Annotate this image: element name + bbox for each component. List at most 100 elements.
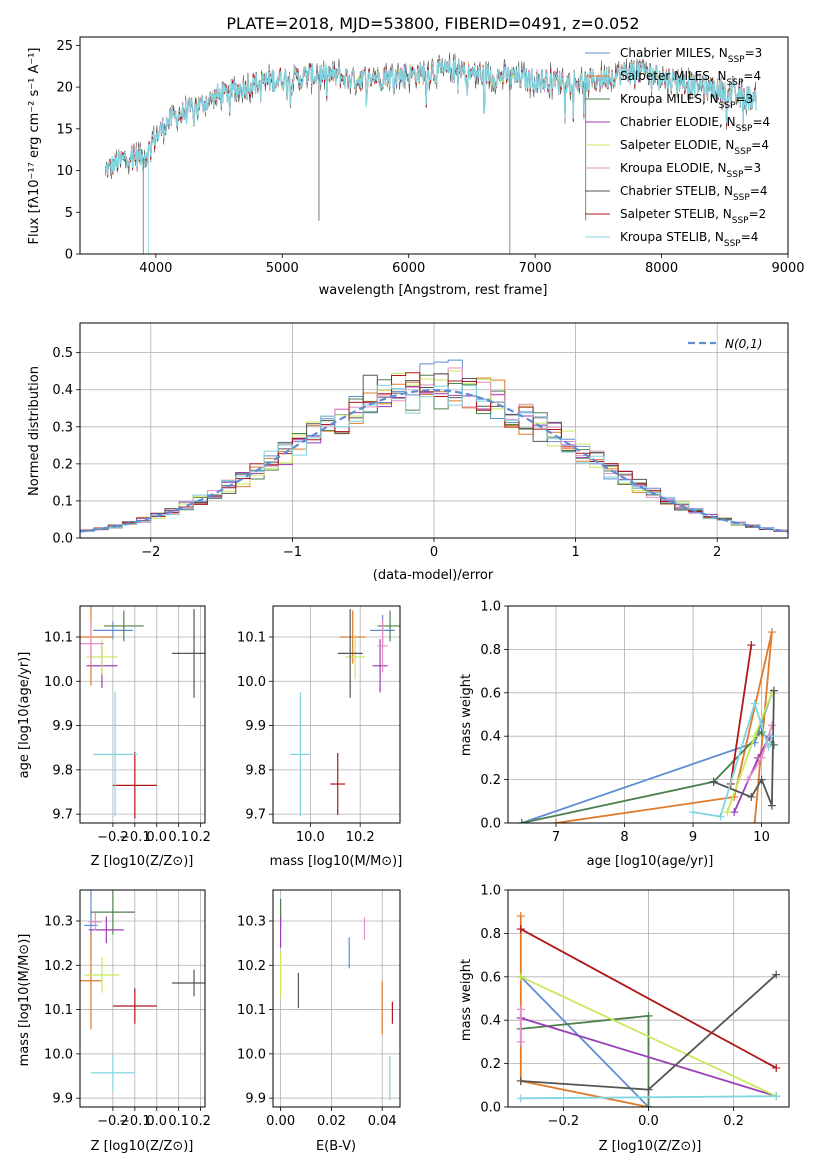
spectrum-ytick-label: 20 [56, 81, 73, 96]
legend-label: Kroupa MILES, NSSP=3 [620, 92, 753, 111]
legend-label-value: =4 [751, 138, 769, 152]
massweight_vs_age-xtick-label: 10 [753, 830, 770, 845]
figure-title: PLATE=2018, MJD=53800, FIBERID=0491, z=0… [226, 14, 639, 33]
age-vs-metallicity-axes: −0.2−0.10.0 0.1 0.2 9.7 9.8 9.9 10.0 10.1 [44, 605, 211, 845]
residuals-axes: −2 −1 0 1 2 0.0 0.1 0.2 0.3 0.4 0.5 N(0,1) [52, 322, 789, 560]
massweight_vs_age-ticks [504, 605, 762, 827]
mass_vs_Z-frame [79, 889, 206, 1108]
massweight-vs-age-axes: 7 8 9 10 0.0 0.2 0.4 0.6 0.8 1.0 [480, 600, 790, 845]
massweight-vs-age-ylabel: mass weight [459, 674, 474, 756]
mass_vs_ebv-xtick-label: 0.04 [368, 1114, 397, 1129]
age_vs_mass-ytick-label: 9.8 [245, 763, 266, 778]
massweight_vs_Z-marker [644, 1085, 653, 1094]
massweight_vs_age-marker [769, 740, 778, 749]
massweight_vs_age-marker [767, 628, 776, 637]
legend-label-value: =4 [752, 115, 770, 129]
massweight_vs_Z-marker [516, 912, 525, 921]
massweight_vs_age-xtick-label: 9 [689, 830, 697, 845]
mass_vs_ebv-plot-area [280, 898, 393, 1101]
massweight_vs_age-marker [689, 808, 698, 817]
mass_vs_Z-ytick-label: 10.3 [44, 915, 73, 930]
massweight_vs_Z-series-line [520, 975, 777, 1098]
massweight_vs_age-series-line [555, 631, 773, 823]
residuals-xtick-label: 2 [713, 545, 721, 560]
age_vs_Z-plot-area [80, 606, 205, 819]
legend-label-subscript: SSP [736, 124, 753, 134]
age_vs_Z-ytick-label: 9.7 [52, 808, 73, 823]
residuals-ytick-label: 0.2 [52, 457, 73, 472]
massweight_vs_Z-marker [516, 1005, 525, 1014]
mass_vs_ebv-ytick-label: 10.2 [237, 959, 266, 974]
massweight-vs-metallicity-xlabel: Z [log10(Z/Z⊙)] [599, 1139, 702, 1154]
spectrum-ytick-label: 0 [65, 248, 73, 263]
age_vs_mass-grid [273, 606, 400, 823]
mass_vs_ebv-xtick-label: 0.02 [317, 1114, 346, 1129]
massweight_vs_age-xtick-label: 8 [620, 830, 628, 845]
massweight_vs_Z-frame [507, 889, 790, 1108]
age_vs_mass-xtick-label: 10.2 [346, 830, 375, 845]
mass_vs_Z-xtick-label: −0.2 [97, 1114, 129, 1129]
residuals-ytick-label: 0.5 [52, 346, 73, 361]
spectrum-xlabel: wavelength [Angstrom, rest frame] [319, 283, 548, 298]
legend-label: Salpeter MILES, NSSP=4 [620, 69, 761, 88]
massweight_vs_Z-marker [644, 1011, 653, 1020]
mass_vs_Z-ytick-label: 10.0 [44, 1047, 73, 1062]
massweight_vs_Z-ytick-label: 0.8 [480, 927, 501, 942]
age_vs_Z-grid [80, 606, 205, 823]
residuals-ytick-label: 0.3 [52, 420, 73, 435]
massweight_vs_age-marker [709, 777, 718, 786]
age-vs-metallicity-xlabel: Z [log10(Z/Z⊙)] [91, 854, 194, 869]
massweight_vs_age-series-line [729, 644, 753, 785]
massweight_vs_Z-marker [516, 972, 525, 981]
age_vs_Z-ytick-label: 9.9 [52, 719, 73, 734]
massweight_vs_Z-marker [772, 1092, 781, 1101]
mass_vs_ebv-ytick-label: 10.0 [237, 1047, 266, 1062]
massweight_vs_age-marker [716, 812, 725, 821]
massweight_vs_Z-series-line [520, 928, 777, 1069]
legend-label: N(0,1) [725, 337, 762, 351]
legend-label-value: =4 [750, 184, 768, 198]
mass_vs_Z-xtick-label: 0.0 [146, 1114, 167, 1129]
age_vs_mass-plot-area [290, 609, 400, 817]
spectrum-xtick-label: 8000 [645, 261, 678, 276]
age_vs_Z-xtick-label: 0.0 [146, 830, 167, 845]
massweight_vs_age-marker [767, 721, 776, 730]
massweight_vs_age-marker [757, 753, 766, 762]
massweight_vs_Z-xtick-label: 0.0 [638, 1114, 659, 1129]
mass_vs_Z-xtick-label: −0.1 [119, 1114, 151, 1129]
age_vs_mass-ytick-label: 10.0 [237, 675, 266, 690]
massweight_vs_age-marker [747, 792, 756, 801]
massweight_vs_age-ytick-label: 1.0 [480, 600, 501, 615]
age_vs_Z-ytick-label: 10.1 [44, 631, 73, 646]
massweight_vs_Z-xtick-label: 0.2 [723, 1114, 744, 1129]
legend-label-value: =3 [736, 92, 754, 106]
age_vs_Z-xtick-label: 0.1 [168, 830, 189, 845]
massweight_vs_Z-ytick-label: 0.0 [480, 1101, 501, 1116]
mass_vs_Z-xtick-label: 0.1 [168, 1114, 189, 1129]
massweight_vs_Z-ytick-label: 0.4 [480, 1014, 501, 1029]
massweight_vs_Z-marker [516, 1037, 525, 1046]
legend-label-value: =3 [743, 161, 761, 175]
mass_vs_Z-ticks [76, 920, 202, 1111]
massweight_vs_age-marker [769, 686, 778, 695]
legend-label-subscript: SSP [734, 147, 751, 157]
age_vs_mass-ytick-label: 10.1 [237, 631, 266, 646]
age_vs_mass-ytick-label: 9.9 [245, 719, 266, 734]
age_vs_Z-ytick-label: 10.0 [44, 675, 73, 690]
massweight_vs_Z-series-line [520, 1095, 777, 1100]
massweight_vs_age-ytick-label: 0.0 [480, 817, 501, 832]
massweight_vs_age-ytick-label: 0.6 [480, 686, 501, 701]
residuals-ylabel: Normed distribution [27, 366, 42, 496]
residuals-xtick-label: 0 [430, 545, 438, 560]
residuals-ytick-label: 0.4 [52, 383, 73, 398]
legend-label-subscript: SSP [728, 55, 745, 65]
mass_vs_Z-ytick-label: 10.2 [44, 959, 73, 974]
legend-label: Salpeter ELODIE, NSSP=4 [620, 138, 769, 157]
mass-vs-metallicity-ylabel: mass [log10(M/M⊙)] [17, 934, 32, 1067]
residual-histogram [80, 384, 788, 538]
age_vs_mass-frame [272, 605, 401, 824]
residuals-xlabel: (data-model)/error [373, 568, 494, 583]
mass-vs-ebv-xlabel: E(B-V) [316, 1139, 356, 1154]
legend-label-subscript: SSP [732, 216, 749, 226]
